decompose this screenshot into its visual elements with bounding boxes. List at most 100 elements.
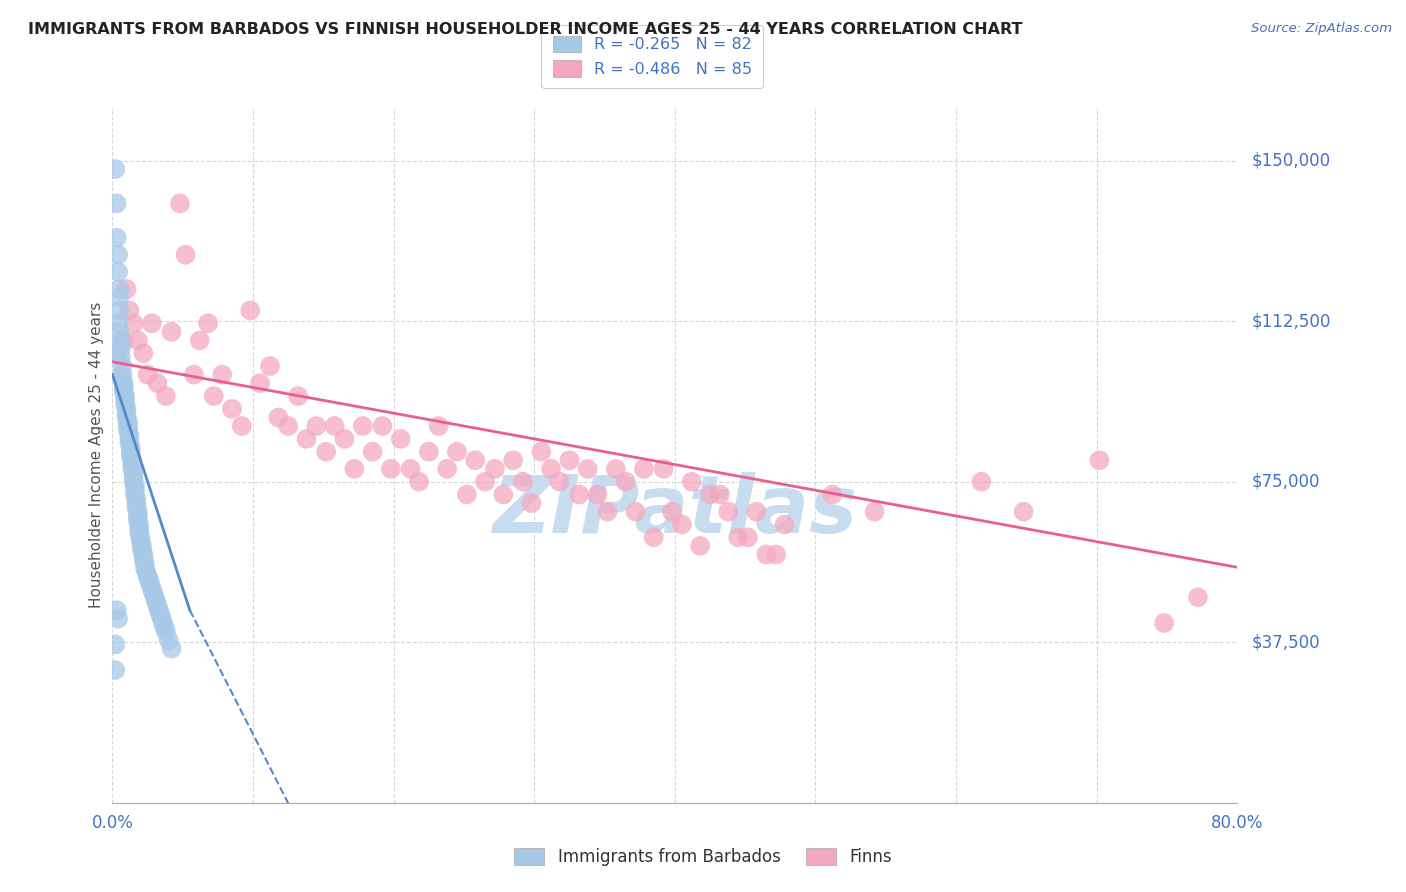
Point [568,487,591,501]
Point [287,389,309,403]
Point [624,505,647,519]
Point [183,368,205,382]
Point [380,462,402,476]
Point [418,444,440,458]
Point [122,475,145,489]
Point [211,368,233,382]
Point [1187,591,1209,605]
Point [120,441,142,455]
Point [138,573,160,587]
Point [112,384,135,399]
Point [111,372,134,386]
Point [114,393,136,408]
Point [446,444,468,458]
Point [681,475,703,489]
Point [112,376,135,391]
Point [124,483,146,498]
Point [155,389,177,403]
Point [540,462,562,476]
Point [530,444,553,458]
Point [474,475,496,489]
Point [661,505,683,519]
Legend: R = -0.265   N = 82, R = -0.486   N = 85: R = -0.265 N = 82, R = -0.486 N = 85 [541,25,763,88]
Point [122,470,145,484]
Point [110,342,132,356]
Point [408,475,430,489]
Point [160,325,183,339]
Point [122,466,145,480]
Point [112,380,135,394]
Point [108,282,131,296]
Point [596,505,619,519]
Point [727,530,749,544]
Point [136,368,159,382]
Point [128,517,150,532]
Point [118,427,141,442]
Point [765,548,787,562]
Point [127,334,149,348]
Point [202,389,225,403]
Point [107,265,129,279]
Point [1088,453,1111,467]
Point [484,462,506,476]
Point [863,505,886,519]
Point [149,607,172,622]
Point [576,462,599,476]
Point [586,487,609,501]
Point [118,303,141,318]
Point [121,458,143,472]
Point [456,487,478,501]
Point [120,449,142,463]
Point [821,487,844,501]
Point [717,505,740,519]
Point [333,432,356,446]
Point [152,615,174,630]
Point [188,334,211,348]
Text: IMMIGRANTS FROM BARBADOS VS FINNISH HOUSEHOLDER INCOME AGES 25 - 44 YEARS CORREL: IMMIGRANTS FROM BARBADOS VS FINNISH HOUS… [28,22,1022,37]
Point [127,505,149,519]
Point [125,491,148,506]
Point [117,415,139,429]
Point [132,548,155,562]
Point [389,432,412,446]
Point [558,453,581,467]
Point [633,462,655,476]
Point [132,551,155,566]
Point [124,479,146,493]
Point [131,539,153,553]
Point [131,543,153,558]
Point [427,419,450,434]
Point [114,389,136,403]
Point [267,410,290,425]
Point [136,569,159,583]
Point [107,612,129,626]
Point [111,368,134,382]
Point [671,517,693,532]
Point [115,401,138,416]
Point [105,196,128,211]
Point [127,513,149,527]
Point [361,444,384,458]
Point [105,346,128,360]
Point [520,496,543,510]
Point [143,591,166,605]
Point [112,334,135,348]
Point [125,496,148,510]
Point [689,539,711,553]
Point [128,522,150,536]
Point [150,612,173,626]
Point [115,406,138,420]
Point [1153,615,1175,630]
Point [118,432,141,446]
Point [141,582,163,596]
Text: $112,500: $112,500 [1251,312,1330,330]
Legend: Immigrants from Barbados, Finns: Immigrants from Barbados, Finns [506,840,900,875]
Point [110,334,132,348]
Point [107,316,129,330]
Point [146,376,169,391]
Point [259,359,281,373]
Text: Source: ZipAtlas.com: Source: ZipAtlas.com [1251,22,1392,36]
Point [135,565,157,579]
Point [139,577,162,591]
Point [464,453,486,467]
